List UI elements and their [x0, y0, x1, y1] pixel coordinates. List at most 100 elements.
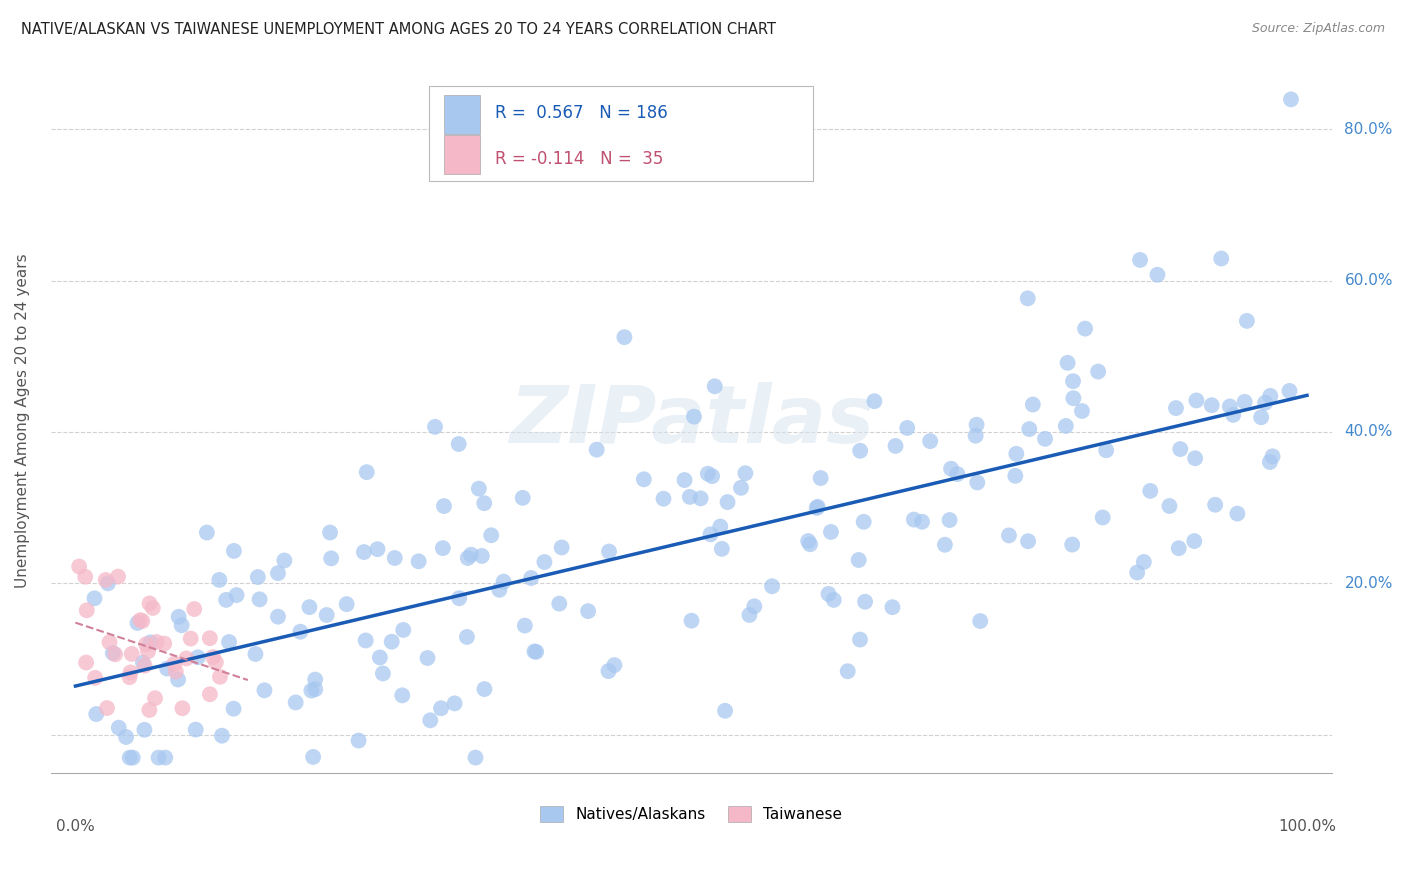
Point — [1201, 398, 1223, 412]
Point — [96, 701, 118, 715]
FancyBboxPatch shape — [429, 87, 813, 181]
Point — [1146, 268, 1168, 282]
Point — [319, 525, 342, 540]
Point — [225, 588, 247, 602]
Point — [447, 437, 470, 451]
Point — [143, 691, 166, 706]
Point — [1164, 401, 1187, 415]
Point — [368, 650, 391, 665]
Point — [145, 635, 167, 649]
Point — [681, 614, 703, 628]
Point — [1017, 291, 1039, 305]
Point — [849, 632, 872, 647]
Point — [198, 687, 221, 701]
Point — [136, 644, 159, 658]
Point — [1062, 538, 1084, 552]
Point — [118, 670, 141, 684]
FancyBboxPatch shape — [444, 136, 479, 174]
FancyBboxPatch shape — [444, 95, 479, 134]
Point — [218, 635, 240, 649]
Point — [934, 538, 956, 552]
Point — [94, 573, 117, 587]
Point — [1126, 566, 1149, 580]
Point — [1056, 356, 1078, 370]
Point — [576, 604, 599, 618]
Point — [336, 597, 359, 611]
Point — [703, 379, 725, 393]
Point — [911, 515, 934, 529]
Point — [1250, 410, 1272, 425]
Point — [416, 651, 439, 665]
Point — [512, 491, 534, 505]
Point — [304, 673, 326, 687]
Point — [107, 721, 129, 735]
Point — [896, 421, 918, 435]
Point — [298, 600, 321, 615]
Point — [138, 597, 160, 611]
Point — [744, 599, 766, 614]
Point — [884, 439, 907, 453]
Point — [84, 671, 107, 685]
Point — [1278, 384, 1301, 398]
Point — [820, 524, 842, 539]
Point — [456, 630, 478, 644]
Point — [965, 428, 987, 442]
Point — [67, 559, 90, 574]
Point — [1017, 534, 1039, 549]
Point — [121, 647, 143, 661]
Point — [1222, 408, 1244, 422]
Point — [75, 570, 97, 584]
Point — [1258, 455, 1281, 469]
Point — [550, 541, 572, 555]
Point — [710, 541, 733, 556]
Point — [354, 633, 377, 648]
Point — [548, 597, 571, 611]
Point — [222, 544, 245, 558]
Point — [1211, 252, 1233, 266]
Point — [716, 495, 738, 509]
Point — [1219, 400, 1241, 414]
Point — [245, 647, 267, 661]
Point — [460, 548, 482, 562]
Point — [633, 472, 655, 486]
Point — [1129, 252, 1152, 267]
Text: 80.0%: 80.0% — [1344, 121, 1393, 136]
Point — [423, 420, 446, 434]
Point — [134, 658, 156, 673]
Point — [134, 723, 156, 737]
Point — [1062, 391, 1084, 405]
Point — [1018, 422, 1040, 436]
Point — [205, 655, 228, 669]
Point — [408, 554, 430, 568]
Point — [183, 602, 205, 616]
Point — [1071, 404, 1094, 418]
Point — [761, 579, 783, 593]
Point — [1004, 468, 1026, 483]
Legend: Natives/Alaskans, Taiwanese: Natives/Alaskans, Taiwanese — [534, 800, 849, 829]
Point — [1022, 397, 1045, 411]
Point — [1261, 450, 1284, 464]
Point — [371, 666, 394, 681]
Point — [1258, 389, 1281, 403]
Point — [84, 707, 107, 722]
Point — [215, 593, 238, 607]
Point — [1185, 393, 1208, 408]
Point — [1133, 555, 1156, 569]
Point — [1091, 510, 1114, 524]
Point — [273, 553, 295, 567]
Point — [1087, 365, 1109, 379]
Point — [195, 525, 218, 540]
Point — [391, 689, 413, 703]
Point — [208, 670, 231, 684]
Point — [738, 607, 761, 622]
Text: 100.0%: 100.0% — [1278, 819, 1336, 833]
Point — [464, 750, 486, 764]
Point — [689, 491, 711, 506]
Point — [167, 673, 190, 687]
Point — [75, 656, 97, 670]
Point — [673, 473, 696, 487]
Point — [863, 394, 886, 409]
Point — [700, 469, 723, 483]
Point — [156, 662, 179, 676]
Point — [709, 519, 731, 533]
